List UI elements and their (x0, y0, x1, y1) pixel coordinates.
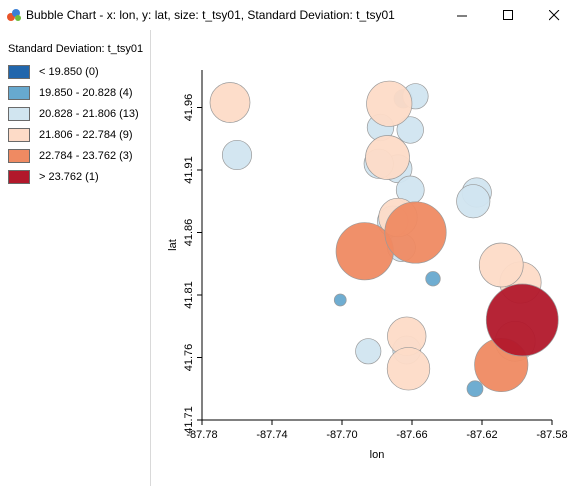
legend-label: 20.828 - 21.806 (13) (39, 108, 139, 120)
x-tick-label: -87.70 (326, 429, 357, 441)
bubble-point (365, 135, 410, 180)
legend-item[interactable]: 22.784 - 23.762 (3) (8, 149, 148, 165)
x-tick-label: -87.78 (186, 429, 217, 441)
bubble-point (396, 116, 424, 144)
legend-swatch (8, 65, 30, 79)
bubble-point (485, 283, 559, 357)
x-axis-label: lon (370, 449, 385, 461)
y-tick-label: 41.76 (183, 344, 195, 372)
legend-item[interactable]: > 23.762 (1) (8, 170, 148, 186)
y-tick-label: 41.91 (183, 156, 195, 184)
legend-swatch (8, 170, 30, 184)
y-tick-label: 41.96 (183, 94, 195, 122)
bubble-point (384, 201, 447, 264)
legend-item[interactable]: 19.850 - 20.828 (4) (8, 86, 148, 102)
bubble-point (333, 293, 347, 307)
x-tick-label: -87.62 (466, 429, 497, 441)
legend-title: Standard Deviation: t_tsy01 (8, 43, 144, 55)
window-titlebar: Bubble Chart - x: lon, y: lat, size: t_t… (0, 0, 577, 30)
bubble-point (456, 184, 491, 219)
close-icon (548, 9, 559, 20)
minimize-button[interactable] (439, 0, 485, 30)
x-tick-label: -87.58 (536, 429, 567, 441)
maximize-icon (502, 9, 513, 20)
bubble-chart[interactable]: -87.78 -87.74 -87.70 -87.66 -87.62 -87.58 41.7… (151, 30, 577, 486)
y-tick-label: 41.86 (183, 219, 195, 247)
legend-label: < 19.850 (0) (39, 66, 99, 78)
legend-item[interactable]: < 19.850 (0) (8, 65, 148, 81)
window-title: Bubble Chart - x: lon, y: lat, size: t_t… (26, 8, 395, 22)
bubble-point (366, 80, 413, 127)
bubble-point (355, 338, 382, 365)
bubble-point (221, 139, 253, 171)
legend-swatch (8, 128, 30, 142)
minimize-icon (456, 15, 467, 16)
bubble-point (478, 242, 524, 288)
maximize-button[interactable] (485, 0, 531, 30)
legend-label: 21.806 - 22.784 (9) (39, 129, 133, 141)
x-tick-label: -87.66 (396, 429, 427, 441)
legend-label: 22.784 - 23.762 (3) (39, 150, 133, 162)
y-tick-label: 41.71 (183, 406, 195, 434)
bubble-point (425, 271, 441, 287)
legend-item[interactable]: 21.806 - 22.784 (9) (8, 128, 148, 144)
legend-panel: Standard Deviation: t_tsy01 < 19.850 (0)… (0, 30, 151, 486)
y-axis-label: lat (167, 239, 179, 251)
legend-swatch (8, 107, 30, 121)
bubble-point (466, 380, 484, 398)
bubble-point (386, 347, 431, 391)
y-tick-label: 41.81 (183, 281, 195, 309)
legend-swatch (8, 149, 30, 163)
plot-area: -87.78 -87.74 -87.70 -87.66 -87.62 -87.58 41.7… (151, 30, 577, 486)
bubble-point (209, 82, 251, 123)
close-button[interactable] (531, 0, 577, 30)
bubble-chart-app-icon (7, 9, 21, 21)
x-tick-label: -87.74 (256, 429, 287, 441)
legend-label: 19.850 - 20.828 (4) (39, 87, 133, 99)
legend-label: > 23.762 (1) (39, 171, 99, 183)
legend-item[interactable]: 20.828 - 21.806 (13) (8, 107, 148, 123)
legend-swatch (8, 86, 30, 100)
